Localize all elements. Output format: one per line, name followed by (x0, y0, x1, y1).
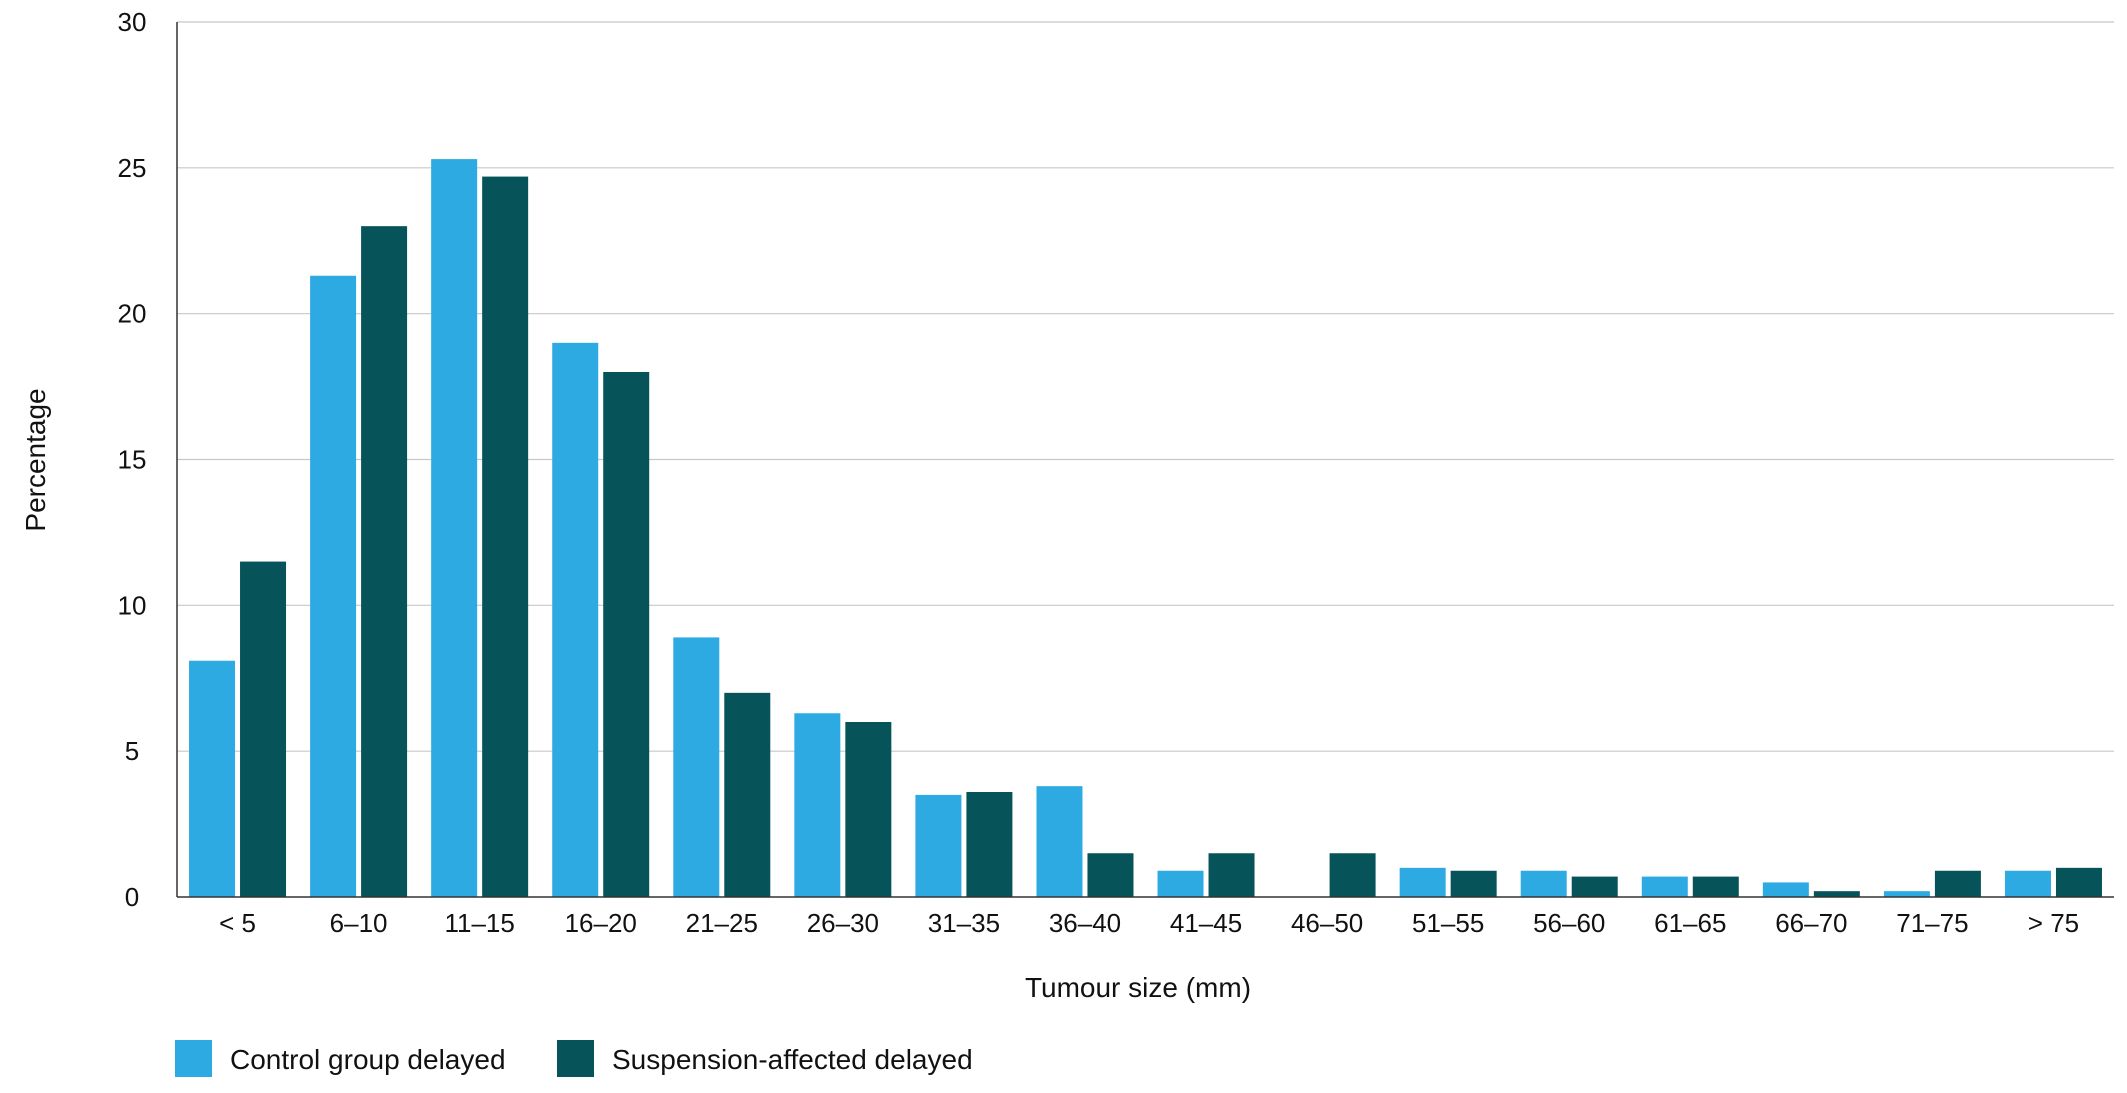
y-tick-label: 20 (118, 299, 147, 329)
bar-control-8 (1157, 870, 1204, 897)
bar-control-7 (1036, 786, 1083, 897)
x-tick-label: < 5 (219, 908, 256, 938)
bar-suspension-15 (2055, 867, 2102, 897)
bar-control-2 (431, 159, 478, 898)
bar-suspension-10 (1450, 870, 1497, 897)
bar-control-5 (794, 713, 841, 897)
bar-control-6 (915, 794, 962, 897)
bar-control-13 (1762, 882, 1809, 897)
x-tick-label: 66–70 (1775, 908, 1847, 938)
bar-suspension-2 (482, 176, 529, 898)
bar-control-15 (2004, 870, 2051, 897)
bar-suspension-4 (724, 692, 771, 897)
bar-suspension-9 (1329, 853, 1376, 897)
x-tick-labels: < 5 6–10 11–15 16–20 21–25 26–30 31–35 36–40 41–… (219, 908, 2079, 938)
bar-suspension-6 (966, 792, 1013, 897)
legend-swatch-control (175, 1040, 212, 1077)
y-tick-label: 5 (125, 736, 139, 766)
x-tick-label: 46–50 (1291, 908, 1363, 938)
bar-suspension-0 (240, 561, 287, 897)
x-tick-label: 51–55 (1412, 908, 1484, 938)
bar-suspension-1 (361, 226, 408, 897)
bar-control-12 (1641, 876, 1688, 897)
y-tick-labels: 0 5 10 15 20 25 30 (118, 7, 147, 912)
y-tick-label: 30 (118, 7, 147, 37)
x-tick-label: > 75 (2028, 908, 2079, 938)
bar-control-3 (552, 342, 599, 897)
y-axis-title: Percentage (20, 388, 51, 531)
y-tick-label: 10 (118, 590, 147, 620)
bar-control-14 (1883, 891, 1930, 897)
bar-suspension-5 (845, 722, 892, 897)
bars (189, 159, 2102, 898)
x-axis-title: Tumour size (mm) (1025, 972, 1251, 1003)
legend: Control group delayed Suspension-affected… (175, 1040, 973, 1077)
x-tick-label: 21–25 (686, 908, 758, 938)
bar-suspension-13 (1813, 891, 1860, 897)
bar-control-11 (1520, 870, 1567, 897)
bar-suspension-11 (1571, 876, 1618, 897)
x-tick-label: 31–35 (928, 908, 1000, 938)
bar-control-1 (310, 275, 357, 897)
y-tick-label: 25 (118, 153, 147, 183)
bar-suspension-12 (1692, 876, 1739, 897)
legend-swatch-suspension (557, 1040, 594, 1077)
x-tick-label: 71–75 (1896, 908, 1968, 938)
x-tick-label: 26–30 (807, 908, 879, 938)
x-tick-label: 41–45 (1170, 908, 1242, 938)
x-tick-label: 16–20 (565, 908, 637, 938)
legend-label: Control group delayed (230, 1044, 506, 1075)
bar-control-0 (189, 660, 236, 897)
x-tick-label: 56–60 (1533, 908, 1605, 938)
bar-suspension-8 (1208, 853, 1255, 897)
bar-suspension-14 (1934, 870, 1981, 897)
bar-control-10 (1399, 867, 1446, 897)
x-tick-label: 61–65 (1654, 908, 1726, 938)
x-tick-label: 6–10 (330, 908, 388, 938)
y-tick-label: 0 (125, 882, 139, 912)
bar-suspension-3 (603, 372, 650, 897)
y-tick-label: 15 (118, 445, 147, 475)
x-tick-label: 36–40 (1049, 908, 1121, 938)
legend-label: Suspension-affected delayed (612, 1044, 973, 1075)
bar-suspension-7 (1087, 853, 1134, 897)
bar-control-4 (673, 637, 720, 897)
x-tick-label: 11–15 (444, 908, 514, 938)
